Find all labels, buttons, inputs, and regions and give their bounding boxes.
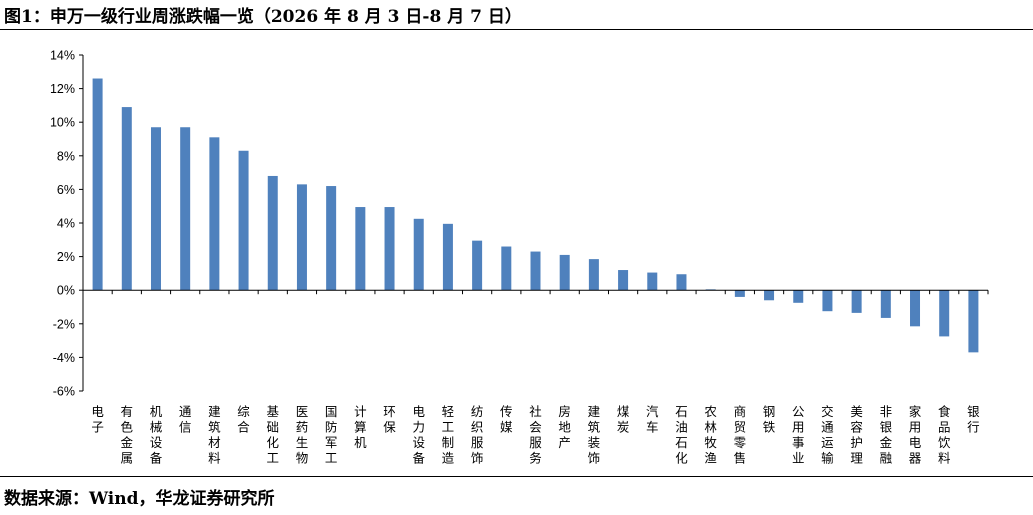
category-label: 建筑材料 <box>208 404 221 466</box>
y-tick-label: 4% <box>57 217 75 231</box>
bar-电子 <box>92 78 103 291</box>
category-label: 电力设备 <box>412 404 425 466</box>
bar-银行 <box>968 290 979 353</box>
category-label: 商贸零售 <box>734 404 747 466</box>
category-label: 公用事业 <box>792 404 805 466</box>
category-label: 建筑装饰 <box>588 404 601 466</box>
y-tick-label: -2% <box>53 317 75 331</box>
y-tick-label: 6% <box>57 183 75 197</box>
category-label: 机械设备 <box>150 404 163 466</box>
bottom-rule <box>0 476 1033 477</box>
y-tick-label: -6% <box>53 385 75 399</box>
bar-电力设备 <box>413 218 424 291</box>
bar-食品饮料 <box>939 290 950 337</box>
bar-综合 <box>238 150 249 291</box>
figure-title: 图1：申万一级行业周涨跌幅一览（2026 年 8 月 3 日-8 月 7 日） <box>4 7 522 27</box>
category-label: 钢铁 <box>763 404 776 435</box>
category-label: 国防军工 <box>325 404 338 466</box>
bar-医药生物 <box>296 184 307 291</box>
source-note: 数据来源：Wind，华龙证券研究所 <box>4 489 275 509</box>
bar-煤炭 <box>618 270 629 291</box>
y-tick-label: 8% <box>57 149 75 163</box>
category-label: 计算机 <box>354 404 367 450</box>
bar-有色金属 <box>121 107 132 291</box>
bar-通信 <box>180 127 191 291</box>
x-axis-ticks <box>82 290 989 295</box>
category-label: 非银金融 <box>880 404 893 466</box>
category-label: 食品饮料 <box>938 404 951 466</box>
bar-国防军工 <box>326 186 337 291</box>
y-tick-label: 10% <box>50 116 75 130</box>
category-labels: 电子 有色金属 机械设备 通信 建筑材料 综合 基础化工 医药生物 国防军工 计算机 环保 电力设备 轻… <box>91 404 980 466</box>
bar-机械设备 <box>150 127 161 291</box>
bar-轻工制造 <box>442 223 453 291</box>
bar-非银金融 <box>880 290 891 318</box>
y-tick-label: 0% <box>57 284 75 298</box>
category-label: 石油石化 <box>675 404 688 466</box>
bar-公用事业 <box>793 290 804 303</box>
bar-基础化工 <box>267 175 278 291</box>
category-label: 房地产 <box>558 404 571 450</box>
category-label: 轻工制造 <box>442 404 455 466</box>
category-label: 美容护理 <box>850 404 863 466</box>
y-axis-ticks: -6% -4% -2% 0% 2% 4% 6% 8% 10% 12% 14% <box>50 49 83 399</box>
bar-美容护理 <box>851 290 862 313</box>
bar-建筑装饰 <box>588 259 599 291</box>
category-label: 基础化工 <box>267 404 280 466</box>
category-label: 煤炭 <box>617 404 630 435</box>
y-tick-label: -4% <box>53 351 75 365</box>
bar-钢铁 <box>764 290 775 301</box>
y-tick-label: 2% <box>57 250 75 264</box>
y-tick-label: 12% <box>50 82 75 96</box>
bar-家用电器 <box>910 290 921 327</box>
bar-传媒 <box>501 246 512 291</box>
category-label: 通信 <box>179 404 192 435</box>
bar-社会服务 <box>530 251 541 291</box>
bar-建筑材料 <box>209 137 220 291</box>
bar-商贸零售 <box>734 290 745 297</box>
top-rule <box>0 29 1033 30</box>
category-label: 银行 <box>967 404 980 435</box>
bar-环保 <box>384 207 395 291</box>
category-label: 汽车 <box>646 404 659 435</box>
category-label: 家用电器 <box>909 404 922 466</box>
category-label: 农林牧渔 <box>704 404 717 466</box>
category-label: 环保 <box>383 404 396 435</box>
bar-汽车 <box>647 272 658 291</box>
category-label: 电子 <box>91 404 104 435</box>
category-label: 社会服务 <box>529 404 542 466</box>
bar-石油石化 <box>676 274 687 291</box>
category-label: 交通运输 <box>821 404 834 466</box>
category-label: 纺织服饰 <box>471 404 484 466</box>
category-label: 有色金属 <box>121 404 134 466</box>
bar-纺织服饰 <box>472 240 483 291</box>
y-tick-label: 14% <box>50 49 75 63</box>
bar-chart: -6% -4% -2% 0% 2% 4% 6% 8% 10% 12% 14% 电子 有色金属 机械设备 通… <box>50 49 989 466</box>
bar-计算机 <box>355 207 366 291</box>
bars <box>92 78 979 353</box>
category-label: 传媒 <box>500 404 513 435</box>
category-label: 综合 <box>237 404 250 435</box>
bar-交通运输 <box>822 290 833 312</box>
category-label: 医药生物 <box>296 404 309 466</box>
bar-房地产 <box>559 254 570 291</box>
